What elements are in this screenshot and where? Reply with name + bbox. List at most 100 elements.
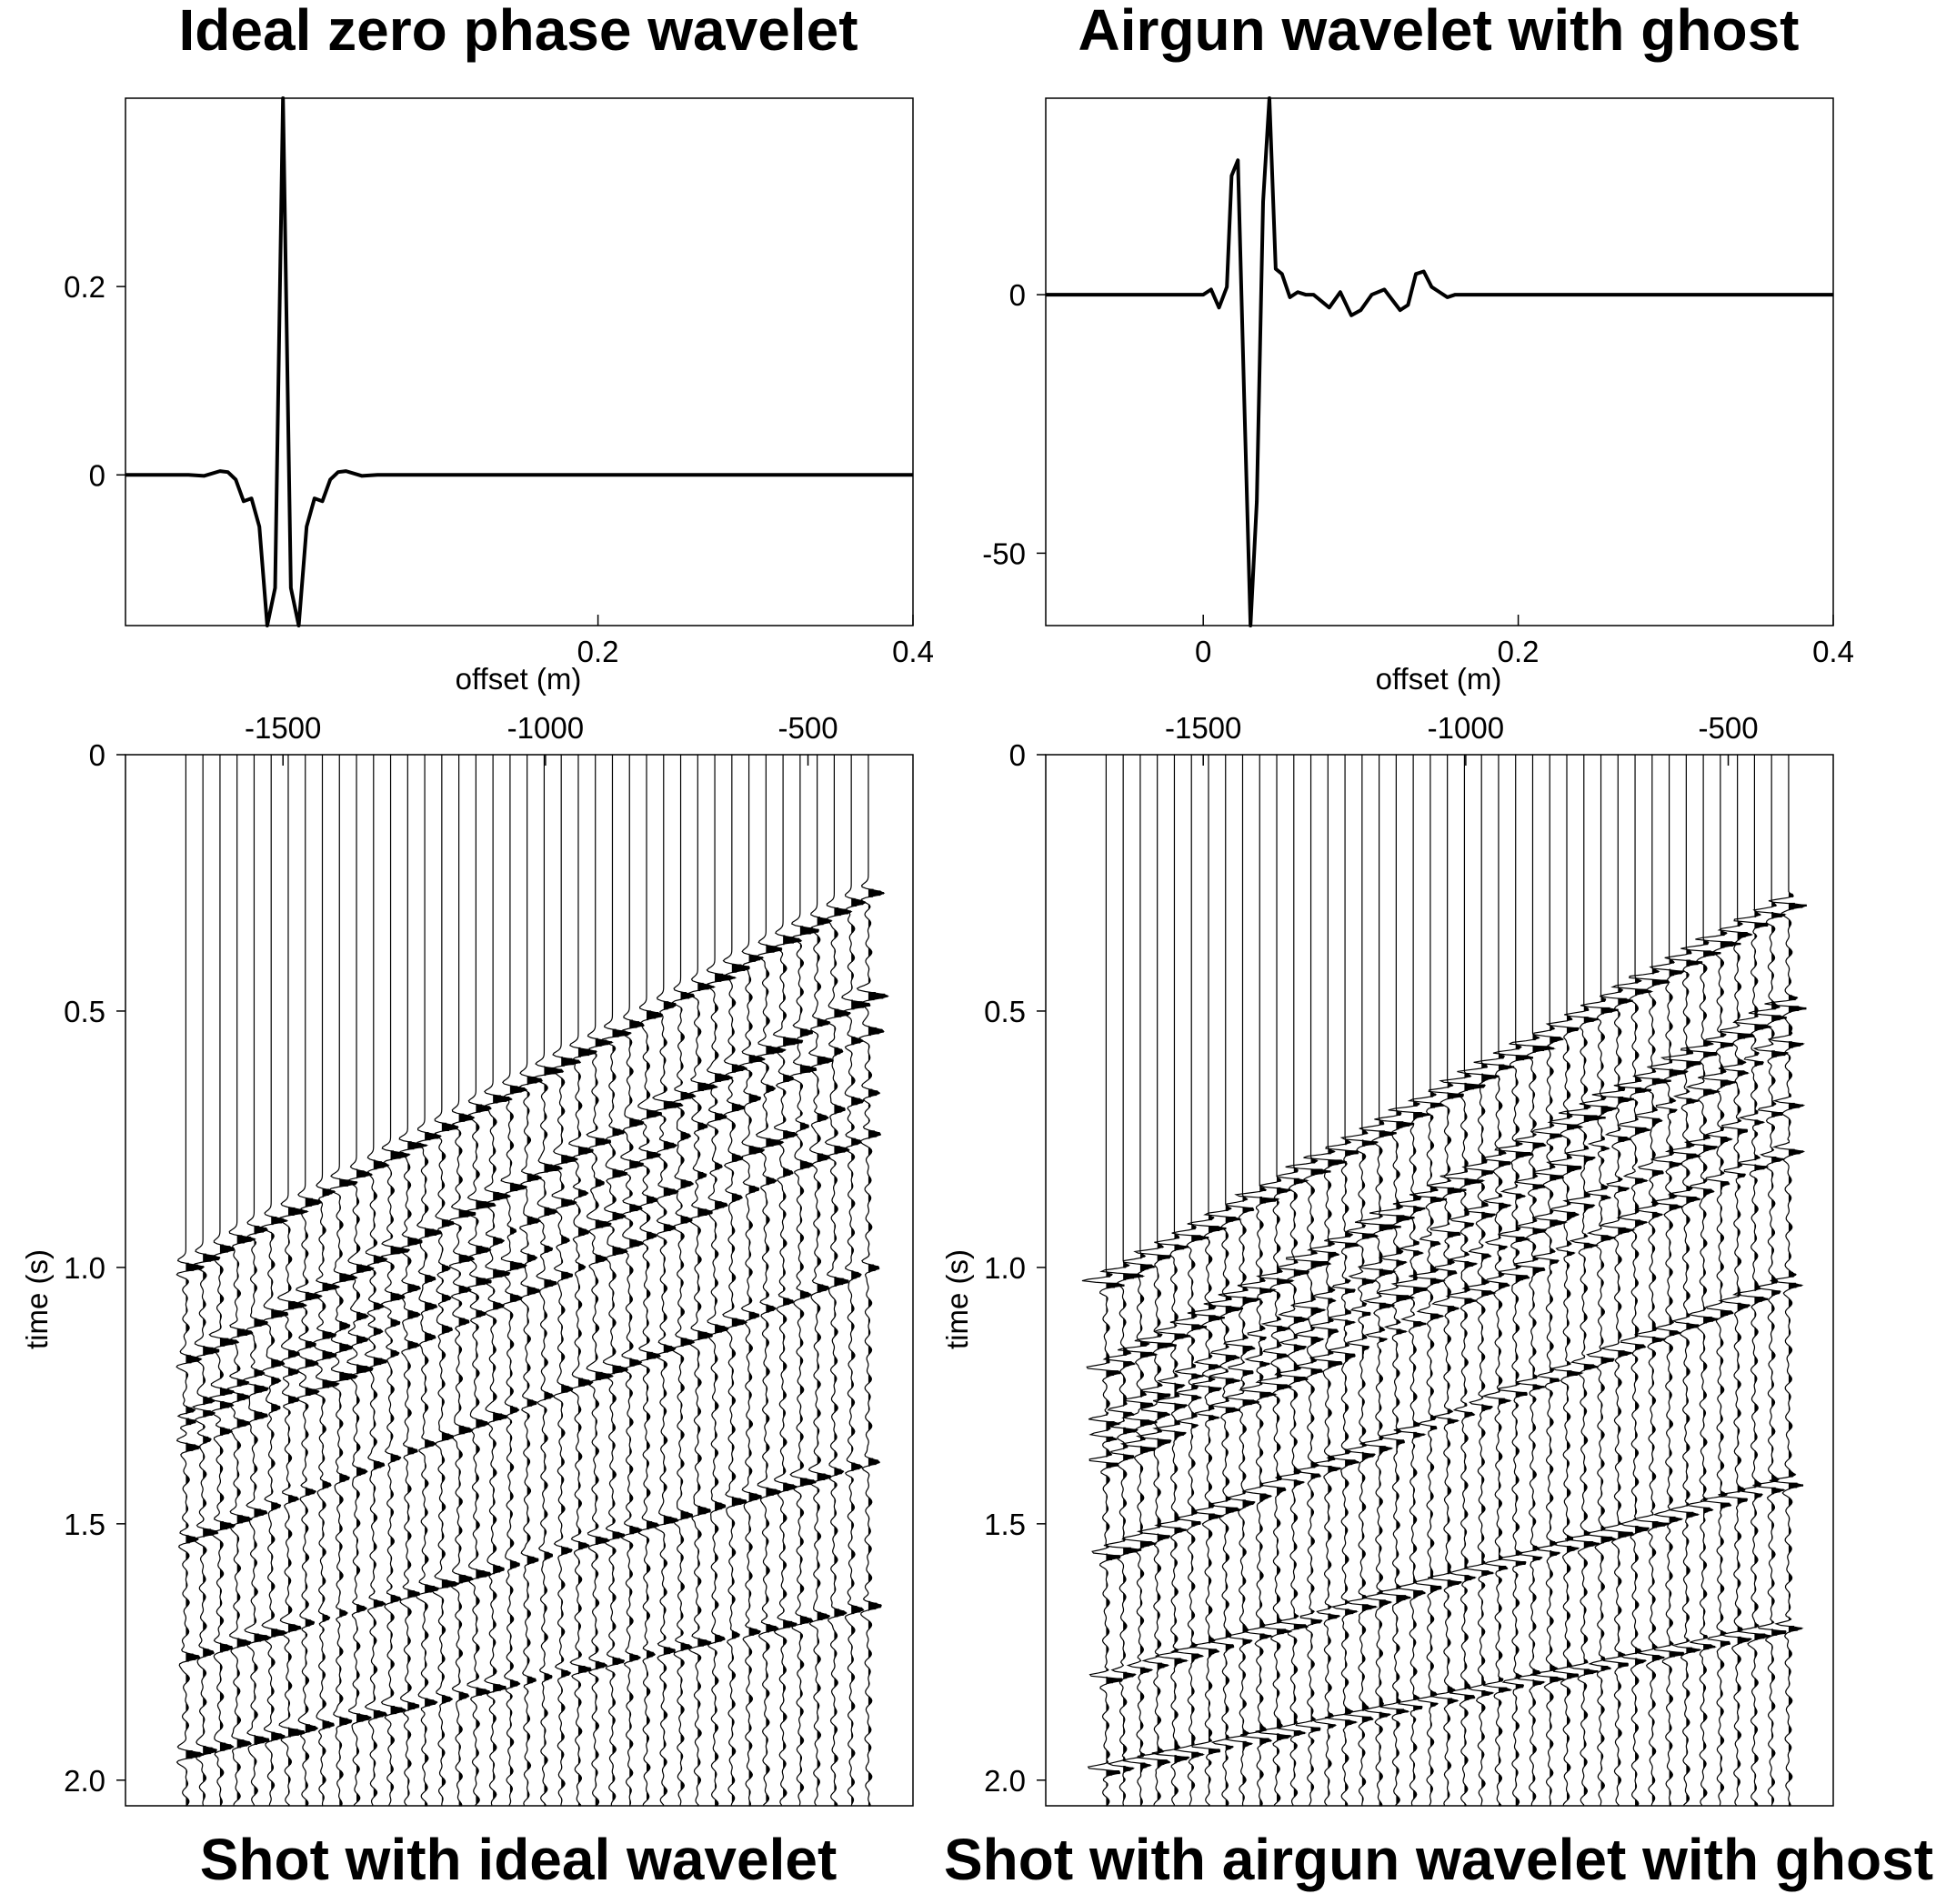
seismic-trace: [1133, 755, 1177, 1806]
y-tick-label: 1.5: [984, 1508, 1026, 1541]
chart-title: Shot with airgun wavelet with ghost: [944, 1827, 1933, 1892]
y-axis-label: time (s): [20, 1249, 54, 1349]
seismic-trace: [739, 755, 767, 1806]
trace-fill: [339, 1177, 357, 1807]
trace-fill: [1174, 1231, 1191, 1807]
seismic-trace: [1169, 755, 1209, 1806]
plot-frame: [1045, 97, 1834, 626]
seismic-trace: [1354, 755, 1401, 1806]
trace-fill: [1277, 1175, 1293, 1804]
seismic-trace: [311, 755, 341, 1806]
seismic-trace: [447, 755, 476, 1806]
trace-fill: [1737, 917, 1754, 1798]
trace-fill: [1686, 947, 1703, 1804]
x-tick-label: 0.4: [1812, 635, 1854, 668]
seismic-trace: [1218, 755, 1262, 1806]
seismic-trace: [586, 755, 614, 1806]
trace-fill: [458, 1113, 476, 1807]
seismic-trace: [1324, 755, 1360, 1806]
trace-fill: [731, 962, 749, 1804]
trace-fill: [1310, 1155, 1331, 1802]
seismic-trace: [1545, 755, 1584, 1806]
x-tick-label: -1500: [1165, 711, 1241, 745]
plot-frame: [1045, 754, 1834, 1807]
seismic-trace: [1285, 755, 1332, 1806]
trace-fill: [1550, 1022, 1566, 1807]
trace-fill: [1464, 1068, 1486, 1807]
seismic-trace: [1081, 755, 1125, 1806]
trace-fill: [305, 1198, 322, 1807]
y-tick-label: 0.5: [64, 995, 105, 1028]
trace-fill: [441, 1122, 459, 1805]
trace-fill: [783, 935, 803, 1798]
y-tick-label: 0.2: [64, 270, 105, 304]
x-tick-label: -1000: [1428, 711, 1504, 745]
trace-fill: [1754, 908, 1771, 1807]
seismic-trace: [651, 755, 684, 1806]
trace-fill: [390, 1150, 410, 1802]
y-tick-label: 2.0: [984, 1764, 1026, 1798]
seismic-trace: [241, 755, 273, 1806]
trace-fill: [1567, 1013, 1582, 1800]
trace-fill: [493, 1095, 512, 1800]
trace-fill: [407, 1141, 427, 1798]
trace-fill: [1583, 1004, 1606, 1807]
seismic-trace: [1151, 755, 1191, 1806]
y-tick-label: 0: [89, 738, 105, 772]
trace-fill: [1242, 1193, 1260, 1807]
trace-fill: [1379, 1117, 1401, 1807]
seismic-trace: [1764, 755, 1807, 1806]
seismic-trace: [260, 755, 289, 1806]
trace-fill: [1703, 937, 1721, 1798]
seismic-trace: [856, 755, 889, 1806]
trace-fill: [647, 1010, 663, 1800]
seismic-trace: [1426, 755, 1467, 1806]
trace-fill: [868, 888, 888, 1807]
x-tick-label: 0: [1195, 635, 1211, 668]
trace-fill: [1532, 1032, 1554, 1802]
trace-fill: [186, 1262, 205, 1807]
shot-gather-airgun: -1500 -1000 -500 0 0.5 1.0 1.5 2.0: [984, 711, 1807, 1807]
seismic-trace: [754, 755, 787, 1806]
trace-fill: [356, 1168, 374, 1804]
seismic-trace: [1717, 755, 1756, 1806]
y-tick-label: 1.5: [64, 1508, 105, 1541]
trace-fill: [236, 1235, 256, 1800]
seismic-trace: [191, 755, 221, 1806]
trace-fill: [509, 1086, 527, 1805]
seismic-trace: [1388, 755, 1430, 1806]
trace-fill: [219, 1244, 239, 1807]
chart-title: Airgun wavelet with ghost: [1078, 0, 1800, 63]
seismic-trace: [364, 755, 390, 1806]
trace-fill: [629, 1019, 645, 1807]
trace-fill: [1651, 966, 1671, 1804]
seismic-trace: [1274, 755, 1311, 1806]
y-tick-label: 1.0: [984, 1251, 1026, 1285]
seismic-trace: [208, 755, 240, 1806]
trace-fill: [1208, 1211, 1227, 1807]
seismic-trace: [1492, 755, 1534, 1806]
seismic-trace: [483, 755, 513, 1806]
trace-fill: [1481, 1061, 1499, 1804]
trace-fill: [373, 1159, 389, 1798]
wavelet-line: [1046, 96, 1833, 627]
trace-fill: [527, 1075, 543, 1799]
trace-fill: [595, 1037, 613, 1807]
wavelet-line: [125, 96, 913, 627]
x-tick-label: 0.2: [577, 635, 619, 668]
seismic-trace: [1457, 755, 1500, 1806]
trace-fill: [1191, 1221, 1209, 1800]
seismic-trace: [772, 755, 804, 1806]
trace-fill: [425, 1131, 442, 1807]
wavelet-plot-airgun: 0 0.2 0.4 -50 0: [982, 96, 1854, 668]
trace-fill: [1447, 1079, 1467, 1799]
chart-title: Ideal zero phase wavelet: [179, 0, 858, 63]
trace-fill: [271, 1217, 288, 1800]
trace-fill: [715, 973, 736, 1807]
trace-fill: [544, 1066, 564, 1807]
seismic-trace: [176, 755, 206, 1806]
trace-fill: [287, 1207, 307, 1807]
seismic-trace: [808, 755, 834, 1806]
trace-fill: [1720, 927, 1741, 1804]
seismic-trace: [276, 755, 309, 1806]
